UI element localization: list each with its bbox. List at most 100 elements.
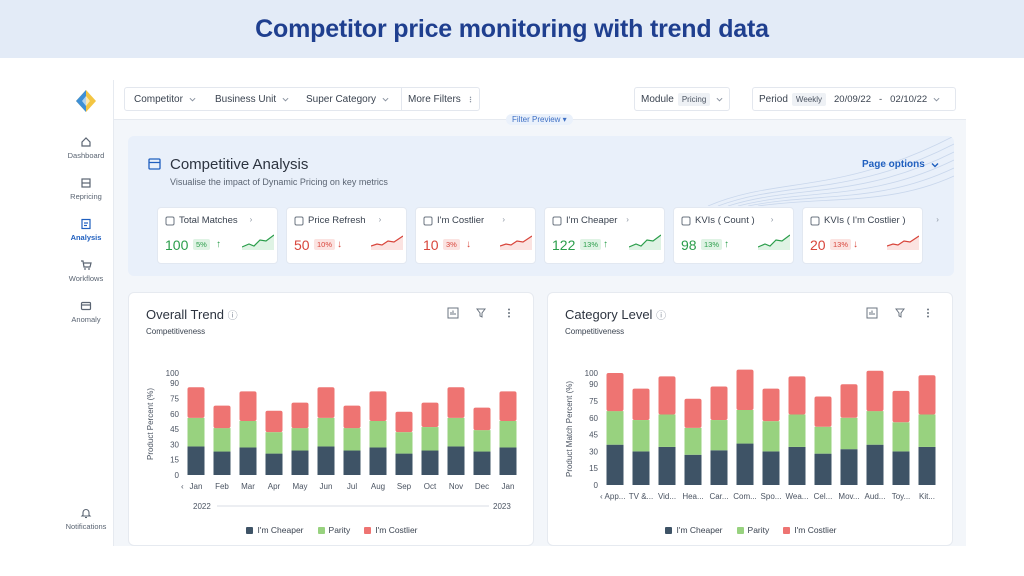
bar-segment[interactable] (187, 387, 205, 418)
kpi-card[interactable]: Price Refresh › 50 10% ↓ (286, 207, 407, 264)
bar-segment[interactable] (213, 405, 231, 429)
super-category-filter[interactable]: Super Category (300, 87, 395, 111)
bar-segment[interactable] (187, 446, 205, 475)
bar-segment[interactable] (892, 451, 910, 485)
kpi-card[interactable]: I'm Costlier › 10 3% ↓ (415, 207, 536, 264)
bar-segment[interactable] (499, 420, 517, 448)
bar-segment[interactable] (736, 369, 754, 410)
bar-segment[interactable] (473, 430, 491, 452)
help-icon[interactable]: ⓘ (227, 311, 238, 322)
legend-item-cheaper[interactable]: I'm Cheaper (246, 525, 304, 535)
more-filters-button[interactable]: More Filters (401, 87, 480, 111)
bar-segment[interactable] (291, 428, 309, 451)
bar-segment[interactable] (239, 447, 257, 475)
bar-segment[interactable] (840, 384, 858, 418)
bar-segment[interactable] (395, 411, 413, 433)
legend-item-costlier[interactable]: I'm Costlier (364, 525, 418, 535)
bar-segment[interactable] (343, 450, 361, 475)
bar-segment[interactable] (265, 432, 283, 454)
bar-segment[interactable] (421, 427, 439, 451)
bar-segment[interactable] (291, 450, 309, 475)
legend-item-cheaper[interactable]: I'm Cheaper (665, 525, 723, 535)
bar-segment[interactable] (840, 417, 858, 450)
bar-segment[interactable] (866, 370, 884, 412)
bar-segment[interactable] (814, 453, 832, 485)
bar-segment[interactable] (710, 420, 728, 451)
bar-segment[interactable] (473, 407, 491, 431)
bar-segment[interactable] (632, 420, 650, 452)
more-vertical-icon[interactable] (503, 307, 515, 319)
bar-segment[interactable] (606, 411, 624, 445)
bar-segment[interactable] (265, 410, 283, 433)
bar-segment[interactable] (213, 451, 231, 475)
bar-segment[interactable] (788, 446, 806, 485)
bar-segment[interactable] (187, 417, 205, 447)
bar-segment[interactable] (762, 451, 780, 485)
bar-segment[interactable] (892, 422, 910, 452)
bar-segment[interactable] (918, 446, 936, 485)
bar-segment[interactable] (447, 417, 465, 447)
sidebar-item-dashboard[interactable]: Dashboard (58, 136, 114, 160)
bar-segment[interactable] (658, 446, 676, 485)
bar-segment[interactable] (710, 450, 728, 485)
bar-segment[interactable] (840, 449, 858, 485)
bar-segment[interactable] (918, 414, 936, 447)
bar-segment[interactable] (762, 388, 780, 422)
bar-segment[interactable] (632, 388, 650, 421)
bar-segment[interactable] (447, 446, 465, 475)
kpi-card[interactable]: KVIs ( I'm Costlier ) › 20 13% ↓ (802, 207, 939, 264)
bar-segment[interactable] (892, 390, 910, 423)
bar-segment[interactable] (369, 447, 387, 475)
bar-segment[interactable] (369, 420, 387, 448)
sidebar-item-repricing[interactable]: Repricing (58, 177, 114, 201)
bar-segment[interactable] (421, 402, 439, 428)
sidebar-item-notifications[interactable]: Notifications (58, 507, 114, 531)
filter-preview-toggle[interactable]: Filter Preview ▾ (506, 114, 573, 125)
bar-segment[interactable] (788, 376, 806, 415)
sidebar-item-analysis[interactable]: Analysis (58, 218, 114, 242)
legend-item-costlier[interactable]: I'm Costlier (783, 525, 837, 535)
chart-type-icon[interactable] (866, 307, 878, 319)
bar-segment[interactable] (239, 420, 257, 448)
kpi-card[interactable]: I'm Cheaper › 122 13% ↑ (544, 207, 665, 264)
bar-segment[interactable] (606, 444, 624, 485)
bar-segment[interactable] (317, 417, 335, 447)
sidebar-item-workflows[interactable]: Workflows (58, 259, 114, 283)
bar-segment[interactable] (762, 421, 780, 452)
bar-segment[interactable] (369, 391, 387, 421)
bar-segment[interactable] (736, 409, 754, 444)
business-unit-filter[interactable]: Business Unit (209, 87, 295, 111)
sidebar-item-anomaly[interactable]: Anomaly (58, 300, 114, 324)
kpi-card[interactable]: KVIs ( Count ) › 98 13% ↑ (673, 207, 794, 264)
bar-segment[interactable] (684, 427, 702, 455)
chart-type-icon[interactable] (447, 307, 459, 319)
bar-segment[interactable] (499, 447, 517, 475)
bar-segment[interactable] (291, 402, 309, 429)
bar-segment[interactable] (710, 386, 728, 421)
more-vertical-icon[interactable] (922, 307, 934, 319)
bar-segment[interactable] (447, 387, 465, 418)
bar-segment[interactable] (317, 446, 335, 475)
bar-segment[interactable] (265, 453, 283, 475)
page-options-button[interactable]: Page options (862, 159, 939, 170)
help-icon[interactable]: ⓘ (656, 311, 667, 322)
bar-segment[interactable] (658, 376, 676, 415)
bar-segment[interactable] (814, 396, 832, 427)
legend-item-parity[interactable]: Parity (317, 525, 350, 535)
competitor-filter[interactable]: Competitor (128, 87, 202, 111)
bar-segment[interactable] (788, 414, 806, 447)
bar-segment[interactable] (343, 428, 361, 451)
bar-segment[interactable] (499, 391, 517, 421)
bar-segment[interactable] (658, 414, 676, 447)
bar-segment[interactable] (814, 426, 832, 454)
bar-segment[interactable] (684, 454, 702, 485)
bar-segment[interactable] (632, 451, 650, 485)
bar-segment[interactable] (736, 443, 754, 485)
bar-segment[interactable] (213, 428, 231, 452)
filter-icon[interactable] (894, 307, 906, 319)
bar-segment[interactable] (473, 451, 491, 475)
bar-segment[interactable] (239, 391, 257, 421)
period-select[interactable]: Period Weekly 20/09/22 - 02/10/22 (752, 87, 956, 111)
bar-segment[interactable] (421, 450, 439, 475)
bar-segment[interactable] (866, 411, 884, 445)
